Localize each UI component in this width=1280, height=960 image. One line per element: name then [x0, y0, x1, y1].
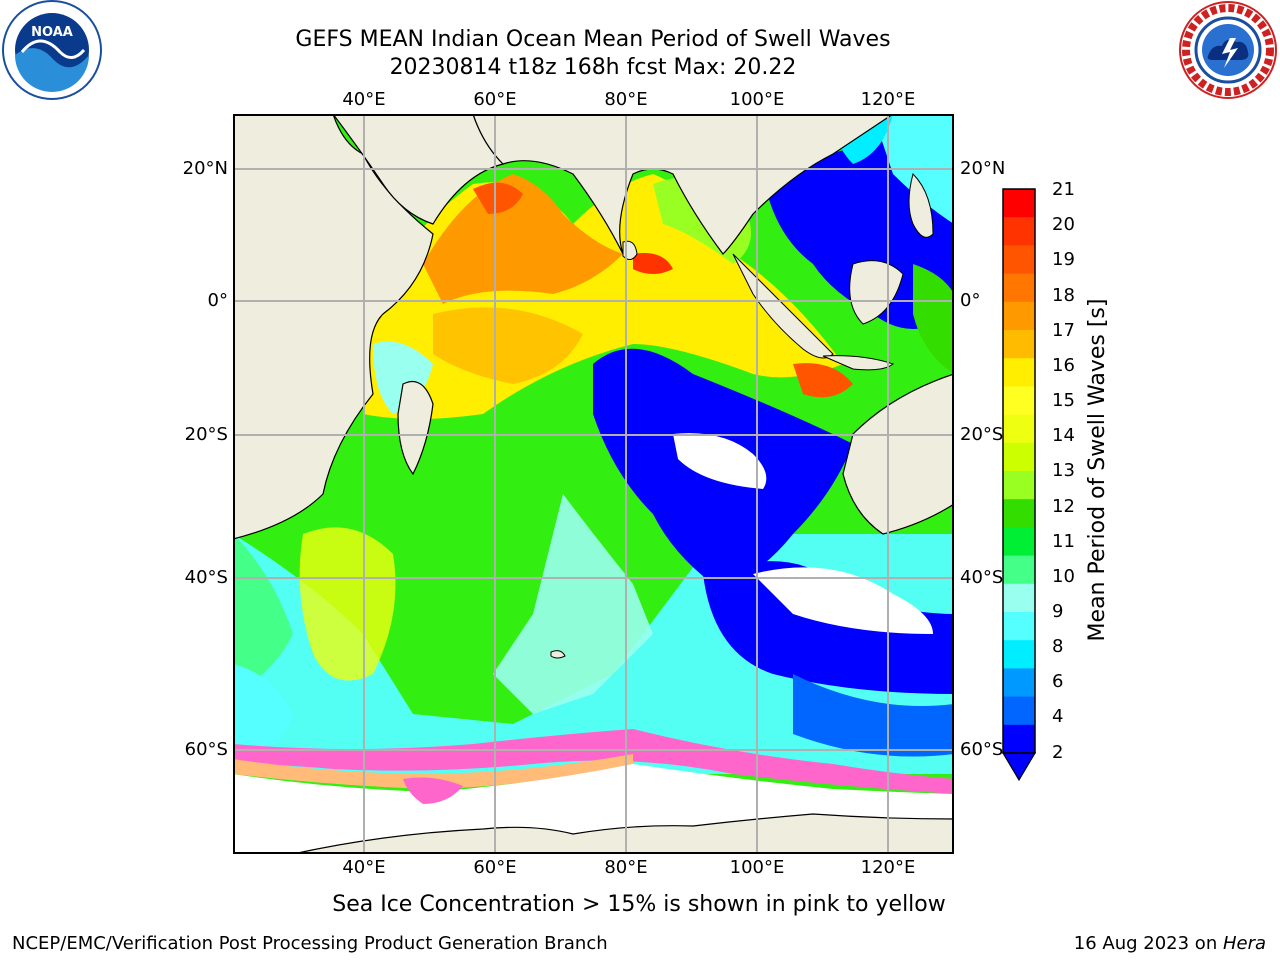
chart-title: GEFS MEAN Indian Ocean Mean Period of Sw…: [295, 27, 891, 52]
colorbar-band: [1003, 668, 1035, 698]
colorbar-tick: 17: [1052, 320, 1075, 341]
colorbar-tick: 20: [1052, 214, 1075, 235]
colorbar-tick: 2: [1052, 742, 1064, 763]
lon-label-bottom: 60°E: [473, 857, 517, 878]
colorbar-band: [1003, 189, 1035, 218]
colorbar-band: [1003, 273, 1035, 303]
colorbar-tick: 19: [1052, 249, 1075, 270]
colorbar-tick: 12: [1052, 496, 1075, 517]
colorbar-band: [1003, 640, 1035, 669]
map-panel: [233, 114, 954, 854]
colorbar-tick: 16: [1052, 355, 1075, 376]
chart-subtitle: 20230814 t18z 168h fcst Max: 20.22: [389, 55, 797, 80]
lat-label-left: 0°: [207, 290, 228, 311]
colorbar-tick: 13: [1052, 460, 1075, 481]
footer-credit: NCEP/EMC/Verification Post Processing Pr…: [12, 933, 608, 954]
colorbar-band: [1003, 527, 1035, 557]
colorbar-band: [1003, 386, 1035, 416]
colorbar-band: [1003, 696, 1035, 726]
colorbar-tick: 21: [1052, 179, 1075, 200]
colorbar-tick: 14: [1052, 425, 1075, 446]
lat-label-left: 20°N: [182, 158, 228, 179]
colorbar-band: [1003, 471, 1035, 500]
lon-label-bottom: 40°E: [342, 857, 386, 878]
lat-label-right: 20°S: [960, 424, 1004, 445]
lon-label-top: 40°E: [342, 89, 386, 110]
colorbar-label: Mean Period of Swell Waves [s]: [1085, 298, 1110, 642]
map-grid: [233, 114, 954, 854]
colorbar-band: [1003, 301, 1035, 331]
colorbar-tick: 6: [1052, 671, 1064, 692]
lat-label-left: 20°S: [184, 424, 228, 445]
footer-host: Hera: [1222, 933, 1266, 954]
colorbar-band: [1003, 612, 1035, 641]
colorbar-tick: 10: [1052, 566, 1075, 587]
footer-date-text: 16 Aug 2023 on: [1073, 933, 1223, 954]
colorbar-band: [1003, 414, 1035, 444]
lat-label-right: 60°S: [960, 739, 1004, 760]
colorbar-tick: 18: [1052, 285, 1075, 306]
colorbar-tick: 11: [1052, 531, 1075, 552]
lon-label-bottom: 80°E: [604, 857, 648, 878]
colorbar-band: [1003, 724, 1035, 754]
colorbar-band: [1003, 583, 1035, 613]
lat-label-left: 40°S: [184, 567, 228, 588]
colorbar-tick: 4: [1052, 706, 1064, 727]
lon-label-top: 120°E: [860, 89, 916, 110]
colorbar: [1002, 188, 1036, 782]
lat-label-left: 60°S: [184, 739, 228, 760]
lon-label-bottom: 100°E: [729, 857, 785, 878]
colorbar-band: [1003, 217, 1035, 246]
noaa-logo-icon: NOAA: [2, 0, 102, 100]
colorbar-band: [1003, 499, 1035, 528]
colorbar-extend-arrow: [1002, 752, 1036, 782]
colorbar-band: [1003, 245, 1035, 275]
colorbar-band: [1003, 358, 1035, 387]
lat-label-right: 20°N: [960, 158, 1006, 179]
lon-label-top: 80°E: [604, 89, 648, 110]
sea-ice-note: Sea Ice Concentration > 15% is shown in …: [332, 892, 946, 917]
lon-label-top: 100°E: [729, 89, 785, 110]
colorbar-tick: 8: [1052, 636, 1064, 657]
colorbar-band: [1003, 330, 1035, 359]
noaa-logo-text: NOAA: [31, 25, 73, 40]
lon-label-bottom: 120°E: [860, 857, 916, 878]
colorbar-band: [1003, 555, 1035, 585]
lon-label-top: 60°E: [473, 89, 517, 110]
colorbar-tick: 15: [1052, 390, 1075, 411]
lat-label-right: 40°S: [960, 567, 1004, 588]
footer-date: 16 Aug 2023 on Hera: [1074, 934, 1266, 954]
colorbar-tick: 9: [1052, 601, 1064, 622]
nws-logo-icon: [1179, 1, 1277, 99]
colorbar-band: [1003, 442, 1035, 472]
lat-label-right: 0°: [960, 290, 981, 311]
